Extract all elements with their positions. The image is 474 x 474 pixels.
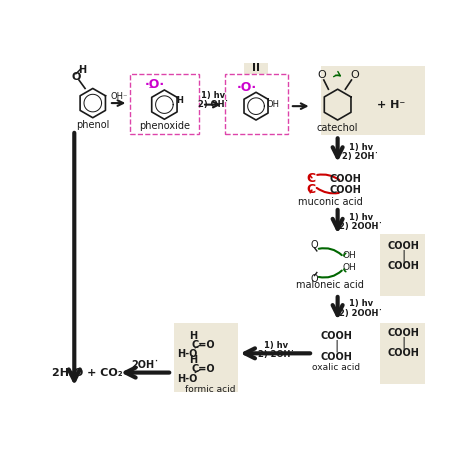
Text: H: H (189, 331, 197, 341)
Text: H: H (176, 96, 183, 105)
Text: 2) 2OH˙: 2) 2OH˙ (343, 153, 379, 162)
Text: H-O: H-O (177, 349, 198, 359)
Text: OH: OH (342, 263, 356, 272)
Text: 2OH˙: 2OH˙ (131, 360, 159, 370)
Text: 2) 2OOH˙: 2) 2OOH˙ (339, 222, 383, 231)
Text: H: H (78, 65, 86, 75)
Text: COOH: COOH (387, 261, 419, 271)
Text: 2) 2OH˙: 2) 2OH˙ (258, 350, 294, 359)
Text: 1) hv: 1) hv (349, 143, 373, 152)
Text: O: O (311, 240, 319, 250)
Text: 1) hv: 1) hv (349, 299, 373, 308)
Text: 2) 2OOH˙: 2) 2OOH˙ (339, 309, 383, 318)
Text: 1) hv: 1) hv (264, 341, 288, 350)
Text: C: C (306, 183, 315, 196)
Text: H: H (189, 355, 197, 365)
Text: O: O (71, 72, 81, 82)
Text: catechol: catechol (317, 123, 358, 133)
Text: |: | (401, 336, 405, 349)
Text: formic acid: formic acid (185, 385, 236, 394)
Text: COOH: COOH (329, 185, 361, 195)
Bar (244, 63, 268, 74)
Text: 1) hv: 1) hv (349, 212, 373, 221)
Text: COOH: COOH (320, 352, 352, 362)
Text: COOH: COOH (387, 348, 419, 358)
Text: |: | (401, 249, 405, 262)
Text: phenol: phenol (76, 119, 109, 130)
Text: O: O (350, 70, 359, 81)
Text: oxalic acid: oxalic acid (312, 364, 360, 373)
Text: H-O: H-O (177, 374, 198, 384)
Bar (174, 322, 237, 392)
Text: OH: OH (266, 100, 280, 109)
Text: + H⁻: + H⁻ (377, 100, 406, 109)
Text: ·O·: ·O· (145, 78, 165, 91)
Text: COOH: COOH (387, 328, 419, 337)
Text: O: O (318, 70, 327, 81)
Text: ·O·: ·O· (237, 81, 257, 94)
Text: maloneic acid: maloneic acid (296, 280, 364, 290)
Text: 2) OH˙: 2) OH˙ (198, 100, 228, 109)
Text: OH: OH (342, 251, 356, 260)
Text: COOH: COOH (320, 331, 352, 341)
Bar (130, 74, 199, 134)
Text: C: C (306, 172, 315, 185)
Text: OH⁻: OH⁻ (110, 92, 128, 101)
Text: |: | (334, 340, 338, 353)
Text: C=O: C=O (191, 340, 215, 350)
Bar (380, 234, 425, 296)
Bar (321, 66, 425, 136)
Text: O: O (311, 273, 319, 283)
Bar (380, 322, 425, 384)
Bar (225, 74, 288, 134)
Text: 2H₂O + CO₂: 2H₂O + CO₂ (52, 367, 123, 378)
Text: phenoxide: phenoxide (139, 121, 190, 131)
Text: COOH: COOH (387, 240, 419, 251)
Text: muconic acid: muconic acid (298, 197, 362, 207)
Text: COOH: COOH (329, 174, 361, 184)
Text: II: II (252, 64, 260, 73)
Text: C=O: C=O (191, 365, 215, 374)
Text: 1) hv: 1) hv (201, 91, 225, 100)
